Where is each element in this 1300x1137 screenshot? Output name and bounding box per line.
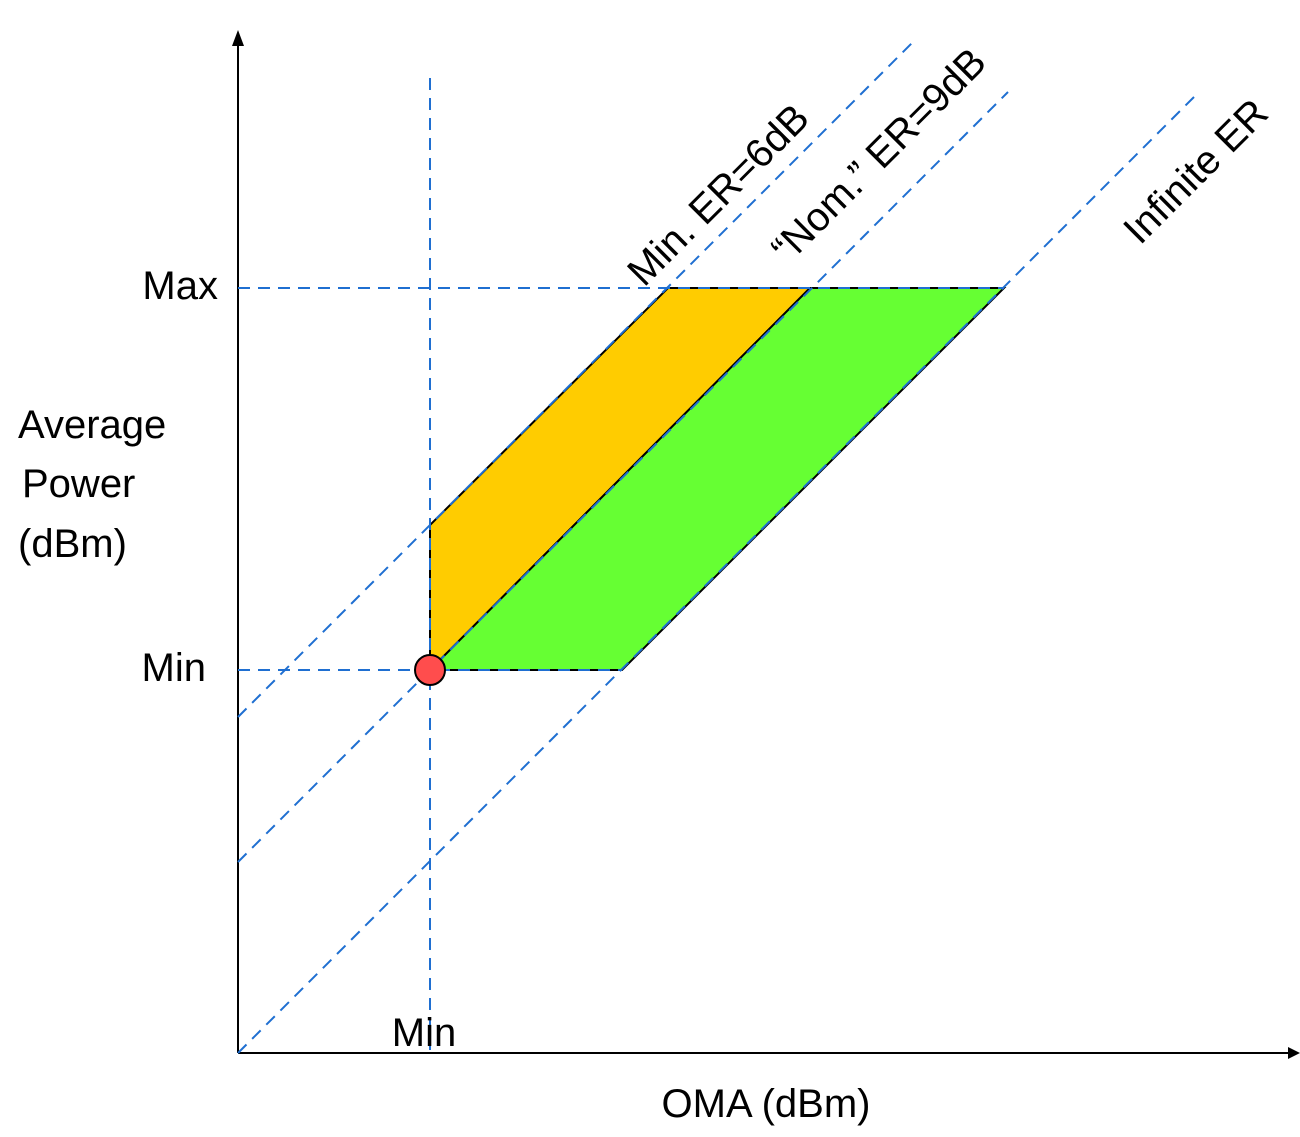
x-tick-min: Min bbox=[392, 1011, 456, 1055]
y-tick-max: Max bbox=[142, 264, 218, 308]
x-axis-arrowhead bbox=[1288, 1047, 1300, 1059]
y-axis-label-line-2: Power bbox=[22, 462, 135, 506]
guide-lines bbox=[237, 42, 1199, 1054]
infinite-er-label: Infinite ER bbox=[1115, 91, 1277, 253]
y-axis-label-line-1: Average bbox=[18, 403, 166, 447]
x-axis-label: OMA (dBm) bbox=[662, 1082, 871, 1126]
y-tick-min: Min bbox=[142, 646, 206, 690]
y-axis-arrowhead bbox=[232, 30, 244, 46]
nom-er-line bbox=[237, 91, 1009, 863]
min-point-marker bbox=[414, 654, 446, 686]
axes bbox=[232, 30, 1300, 1059]
nom-er-label: “Nom.” ER=9dB bbox=[763, 40, 995, 272]
infinite-er-line bbox=[237, 92, 1199, 1054]
y-axis-label-line-3: (dBm) bbox=[18, 522, 127, 566]
